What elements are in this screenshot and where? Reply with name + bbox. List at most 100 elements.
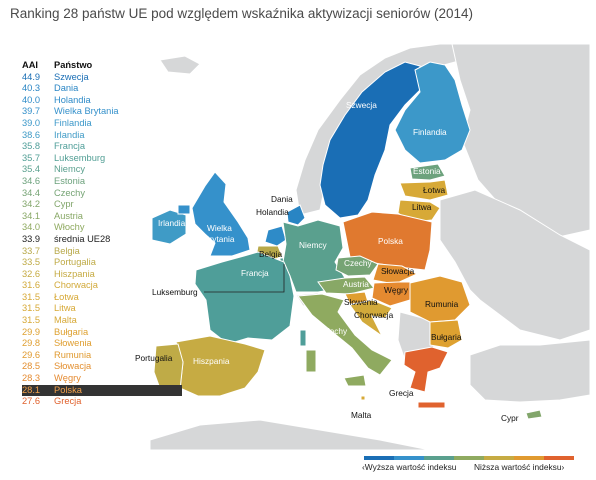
ranking-country: średnia UE28 [54,233,111,244]
ranking-value: 34.0 [22,222,41,233]
ranking-value: 34.1 [22,210,41,221]
ranking-country: Litwa [54,303,76,314]
label-szwecja: Szwecja [346,100,377,110]
legend-higher: ‹Wyższa wartość indeksu [362,462,457,472]
north-africa-shape [149,419,431,450]
ranking-table: AAI Państwo 44.9 Szwecja 40.3 Dania 40.0 Hola… [22,60,182,408]
ranking-row: 44.9 Szwecja [22,72,182,84]
label-estonia: Estonia [413,166,441,176]
legend-color-segment [364,456,394,460]
ranking-row: 34.1 Austria [22,211,182,223]
header-country: Państwo [54,60,93,70]
ranking-value: 31.5 [22,291,41,302]
label-francja: Francja [241,268,269,278]
ranking-country: Finlandia [54,117,92,128]
europe-map-svg [149,44,590,450]
legend-lower: Niższa wartość indeksu› [474,462,565,472]
label-bulgaria: Bułgaria [431,332,462,342]
italy-shape [297,293,393,376]
ranking-row: 34.2 Cypr [22,199,182,211]
ranking-row: 35.8 Francja [22,141,182,153]
legend-color-segment [484,456,514,460]
ranking-row: 31.5 Litwa [22,303,182,315]
ranking-value: 35.8 [22,141,41,152]
label-portugalia: Portugalia [135,353,173,363]
ranking-rows: 44.9 Szwecja 40.3 Dania 40.0 Holandia 39.7 Wiel… [22,72,182,408]
greece-shape [403,346,449,393]
label-holandia: Holandia [256,207,289,217]
netherlands-shape [264,225,287,247]
ranking-country: Holandia [54,94,91,105]
latvia-shape [399,179,449,201]
ranking-value: 34.6 [22,175,41,186]
iceland-shape [159,55,201,75]
ranking-country: Irlandia [54,129,85,140]
turkey-shape [469,339,590,403]
ranking-value: 31.5 [22,303,41,314]
label-grecja: Grecja [389,388,414,398]
ranking-country: Dania [54,83,79,94]
ranking-row: 39.7 Wielka Brytania [22,106,182,118]
ranking-value: 29.6 [22,349,41,360]
ranking-value: 27.6 [22,396,41,407]
ranking-row: 38.6 Irlandia [22,130,182,142]
ranking-country: Hiszpania [54,268,95,279]
ranking-value: 39.0 [22,117,41,128]
bulgaria-shape [429,319,463,349]
label-malta: Malta [351,410,372,420]
russia-shape [451,44,590,241]
legend-color-segment [394,456,424,460]
ranking-country: Estonia [54,175,86,186]
ranking-country: Francja [54,141,86,152]
ranking-country: Szwecja [54,71,89,82]
crete-shape [417,401,446,409]
ranking-country: Austria [54,210,83,221]
ranking-country: Węgry [54,373,81,384]
ranking-row: 28.5 Słowacja [22,361,182,373]
ranking-country: Bułgaria [54,326,89,337]
ranking-value: 31.5 [22,315,41,326]
page-title: Ranking 28 państw UE pod względem wskaźn… [10,6,473,21]
label-czechy: Czechy [344,258,372,268]
label-cypr: Cypr [501,413,519,423]
ranking-value: 28.3 [22,373,41,384]
ireland-shape [151,209,187,245]
label-polska: Polska [378,236,403,246]
ranking-row: 29.8 Słowenia [22,338,182,350]
ranking-row: 32.6 Hiszpania [22,269,182,281]
ranking-row: 31.5 Łotwa [22,292,182,304]
estonia-shape [409,163,446,181]
label-dania: Dania [271,194,293,204]
ranking-row: 27.6 Grecja [22,396,182,408]
label-luksemburg: Luksemburg [152,287,198,297]
ranking-row: 35.7 Luksemburg [22,153,182,165]
ranking-country: Włochy [54,222,85,233]
ranking-country: Rumunia [54,349,92,360]
czechia-shape [335,255,379,277]
ranking-header: AAI Państwo [22,60,182,72]
ranking-row: 34.4 Czechy [22,188,182,200]
ranking-country: Portugalia [54,257,96,268]
ranking-value: 38.6 [22,129,41,140]
ranking-value: 40.0 [22,94,41,105]
uk-shape [191,171,251,257]
ranking-value: 44.9 [22,71,41,82]
ranking-country: Polska [54,384,82,395]
malta-shape [360,395,366,401]
cyprus-shape [525,409,543,420]
romania-shape [409,275,471,323]
ranking-row: 28.3 Węgry [22,373,182,385]
ranking-row: 29.9 Bułgaria [22,327,182,339]
ranking-country: Słowenia [54,338,92,349]
sicily-shape [343,374,367,387]
ranking-country: Grecja [54,396,82,407]
label-finlandia: Finlandia [413,127,447,137]
finland-shape [394,61,471,164]
ranking-value: 33.5 [22,257,41,268]
ranking-value: 29.8 [22,338,41,349]
header-aai: AAI [22,60,39,70]
label-irlandia: Irlandia [158,218,186,228]
label-hiszpania: Hiszpania [193,356,230,366]
france-shape [194,251,295,345]
luxembourg-pointer [204,264,285,293]
